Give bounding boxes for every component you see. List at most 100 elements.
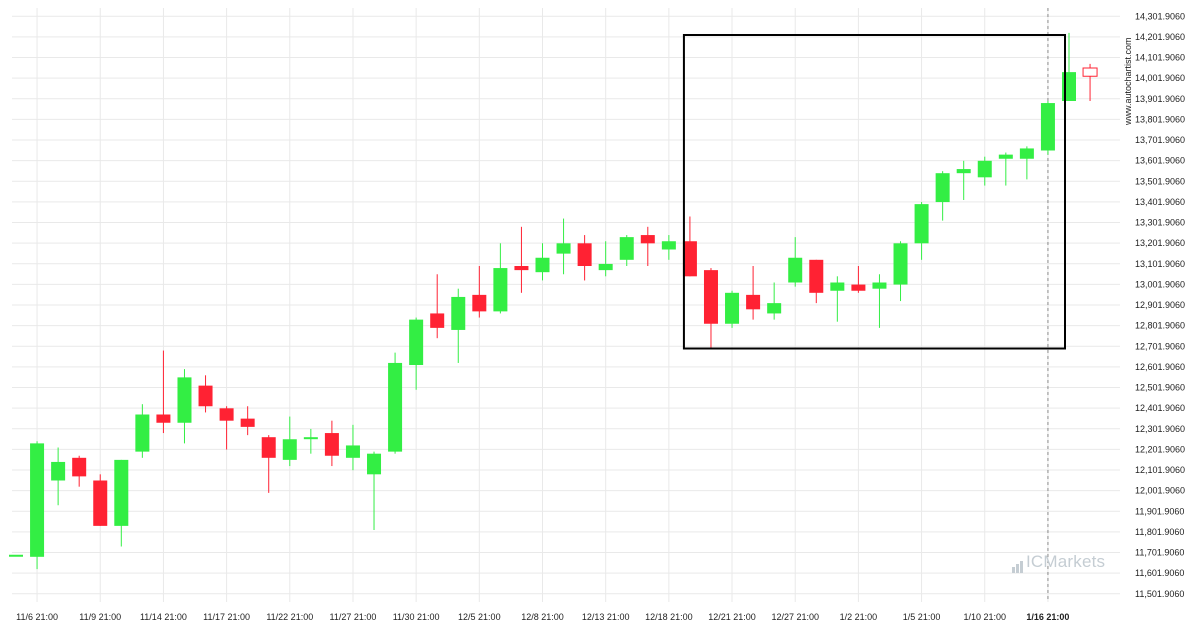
candle-body [703, 270, 718, 324]
x-tick-label: 1/10 21:00 [963, 612, 1006, 622]
candle [935, 171, 950, 221]
y-tick-label: 14,001.9060 [1135, 73, 1185, 83]
candle [535, 243, 550, 281]
y-tick-label: 12,301.9060 [1135, 424, 1185, 434]
candle [830, 276, 845, 322]
y-tick-label: 13,001.9060 [1135, 279, 1185, 289]
candle-body [893, 243, 908, 285]
candle-body [198, 385, 213, 407]
candle-body [472, 294, 487, 312]
candle [303, 428, 318, 454]
candle [640, 226, 655, 266]
candle-body [956, 169, 971, 174]
candle [703, 268, 718, 349]
x-tick-label: 11/22 21:00 [266, 612, 313, 622]
candle-body [830, 282, 845, 291]
y-tick-label: 12,701.9060 [1135, 341, 1185, 351]
candle [324, 420, 339, 467]
candle [577, 235, 592, 281]
y-tick-label: 12,201.9060 [1135, 444, 1185, 454]
y-tick-label: 13,201.9060 [1135, 238, 1185, 248]
candle [261, 435, 276, 493]
y-tick-label: 13,601.9060 [1135, 156, 1185, 166]
y-tick-label: 13,301.9060 [1135, 218, 1185, 228]
candle-body [388, 362, 403, 452]
candle [725, 290, 740, 328]
candle [914, 202, 929, 260]
y-tick-label: 12,601.9060 [1135, 362, 1185, 372]
candle [998, 152, 1013, 186]
candle [619, 235, 634, 266]
x-tick-label: 1/16 21:00 [1026, 612, 1069, 622]
candle-body [261, 437, 276, 458]
x-tick-label: 12/13 21:00 [582, 612, 630, 622]
candle [219, 406, 234, 450]
x-tick-label: 12/21 21:00 [708, 612, 756, 622]
candle-body [345, 445, 360, 458]
candle-body [767, 303, 782, 314]
candle [135, 404, 150, 458]
y-tick-label: 11,501.9060 [1135, 589, 1184, 599]
candle [767, 282, 782, 320]
y-tick-label: 13,401.9060 [1135, 197, 1185, 207]
candles [9, 32, 1098, 570]
x-tick-label: 1/5 21:00 [903, 612, 941, 622]
candle-body [240, 418, 255, 427]
x-tick-label: 12/8 21:00 [521, 612, 564, 622]
y-tick-label: 14,101.9060 [1135, 53, 1185, 63]
logo-bars-icon [1012, 553, 1024, 573]
candle-body [535, 257, 550, 273]
candle-body [303, 437, 318, 440]
candle-body [998, 154, 1013, 159]
candle [872, 274, 887, 328]
x-tick-label: 12/27 21:00 [771, 612, 819, 622]
candle-body [809, 259, 824, 293]
x-tick-label: 11/27 21:00 [330, 612, 377, 622]
candle-body [1040, 103, 1055, 151]
candle-body [367, 453, 382, 475]
candle [198, 375, 213, 413]
y-tick-label: 13,101.9060 [1135, 259, 1185, 269]
candle-body [177, 377, 192, 423]
candle-body [219, 408, 234, 421]
candle-body [872, 282, 887, 289]
x-tick-label: 12/18 21:00 [645, 612, 693, 622]
candle-body [788, 257, 803, 283]
candle-body [156, 414, 171, 423]
candle-body [9, 554, 23, 557]
y-tick-label: 11,701.9060 [1135, 548, 1184, 558]
candle-body [409, 319, 424, 365]
x-tick-label: 11/30 21:00 [393, 612, 440, 622]
y-axis: 11,501.9060 11,601.9060 11,701.9060 11,801.… [1135, 11, 1185, 599]
candle [1019, 146, 1034, 180]
candle-body [914, 204, 929, 244]
candle [367, 451, 382, 530]
x-tick-label: 11/17 21:00 [203, 612, 250, 622]
candle-body [556, 243, 571, 254]
candle [809, 259, 824, 304]
candle-body [72, 457, 87, 477]
candle-body [577, 243, 592, 266]
candle-body [598, 263, 613, 271]
y-tick-label: 14,301.9060 [1135, 11, 1185, 21]
x-tick-label: 1/2 21:00 [840, 612, 878, 622]
candle-body [1082, 67, 1098, 77]
y-tick-label: 13,801.9060 [1135, 114, 1185, 124]
y-tick-label: 12,501.9060 [1135, 383, 1185, 393]
candle-body [977, 160, 992, 178]
candle [1040, 100, 1055, 155]
y-tick-label: 14,201.9060 [1135, 32, 1185, 42]
y-tick-label: 13,901.9060 [1135, 94, 1185, 104]
candle [430, 274, 445, 339]
candle [472, 265, 487, 318]
candle [598, 241, 613, 277]
y-tick-label: 11,901.9060 [1135, 506, 1184, 516]
x-tick-label: 11/6 21:00 [16, 612, 58, 622]
candle [30, 441, 45, 570]
candle-body [51, 461, 66, 481]
candle-body [619, 237, 634, 260]
candle-body [682, 241, 697, 277]
candle [556, 218, 571, 275]
candle-body [30, 443, 45, 557]
